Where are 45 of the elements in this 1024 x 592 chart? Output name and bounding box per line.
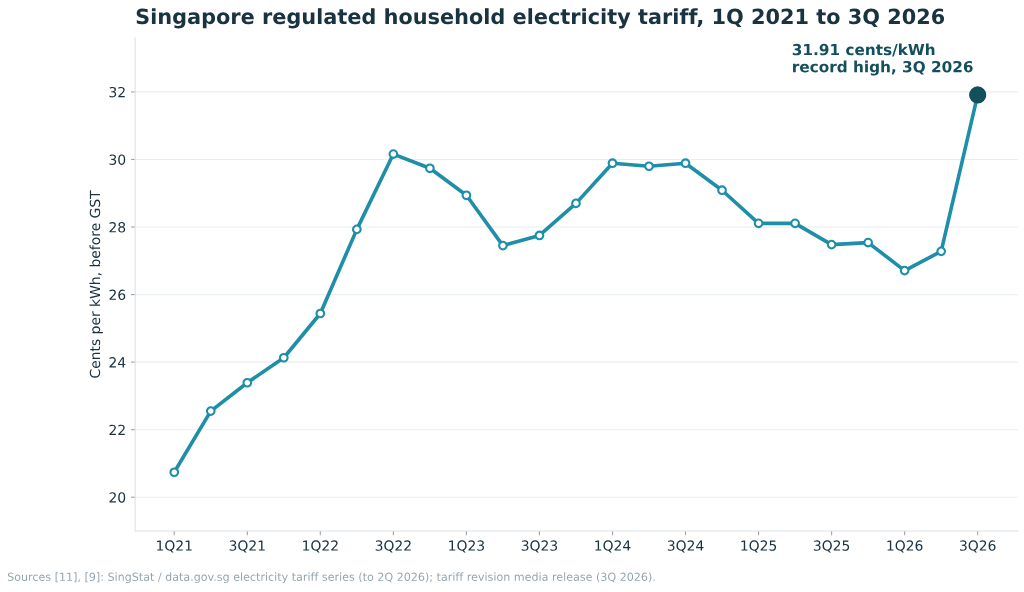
point — [242, 377, 253, 388]
point — [717, 185, 727, 196]
point — [936, 246, 947, 257]
point — [863, 237, 873, 248]
point — [425, 163, 435, 174]
y-tick-label: 22 — [109, 424, 125, 435]
x-tick-label: 3Q21 — [229, 540, 265, 553]
point — [315, 308, 326, 319]
point — [826, 239, 837, 250]
point — [790, 218, 800, 229]
x-tick-label: 1Q24 — [595, 540, 631, 553]
point — [644, 161, 654, 172]
x-tick-label: 3Q25 — [813, 540, 850, 553]
source-note: Sources [11], [9]: SingStat / data.gov.sg electricity tariff series (to 2Q 2026); tariff revision media release (3Q 2026). — [7, 572, 655, 584]
y-tick-label: 32 — [109, 86, 125, 98]
x-tick-label: 3Q26 — [960, 540, 996, 553]
point — [753, 218, 764, 229]
point — [607, 158, 618, 169]
y-axis-title: Cents per kWh, before GST — [89, 190, 103, 378]
point — [169, 467, 180, 478]
x-tick-label: 3Q22 — [375, 540, 411, 553]
point — [278, 352, 289, 363]
x-tick-label: 1Q21 — [157, 540, 192, 553]
y-tick-label: 24 — [109, 357, 126, 368]
x-tick-label: 3Q23 — [521, 540, 558, 553]
annotation: 31.91 cents/kWh record high, 3Q 2026 — [792, 43, 973, 76]
x-tick-label: 1Q23 — [449, 540, 485, 553]
point — [899, 265, 910, 276]
x-tick-label: 3Q24 — [667, 540, 704, 553]
point — [571, 198, 581, 209]
y-tick-label: 30 — [109, 154, 126, 165]
chart-title: Singapore regulated household electricity tariff, 1Q 2021 to 3Q 2026 — [136, 8, 945, 29]
x-tick-label: 1Q26 — [887, 540, 923, 553]
point — [388, 149, 399, 159]
point — [680, 158, 691, 169]
point — [205, 406, 216, 416]
x-tick-label: 1Q25 — [741, 540, 777, 553]
y-tick-label: 26 — [109, 289, 126, 301]
point — [351, 224, 362, 235]
point — [498, 240, 508, 251]
x-tick-label: 1Q22 — [303, 540, 338, 553]
point — [461, 190, 472, 201]
y-tick-label: 28 — [109, 222, 126, 233]
point — [534, 230, 545, 241]
y-tick-label: 20 — [109, 492, 126, 503]
